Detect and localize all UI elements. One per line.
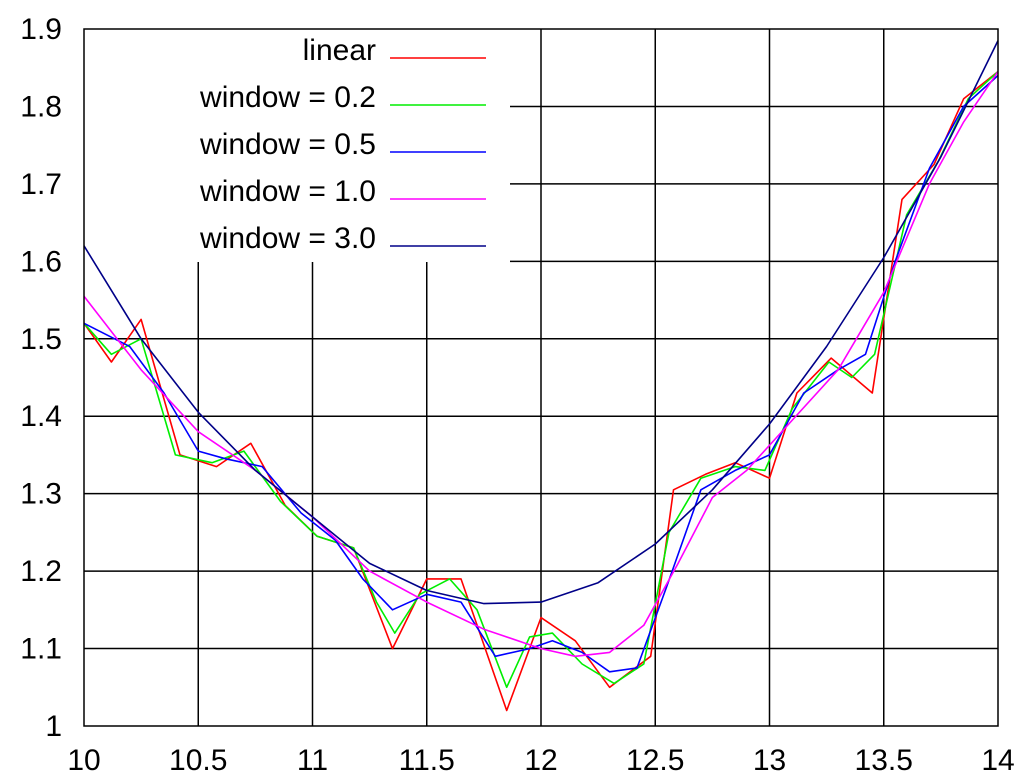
y-tick-label: 1.3: [20, 478, 62, 511]
y-axis-ticks: 1 1.1 1.2 1.3 1.4 1.5 1.6 1.7 1.8 1.9: [20, 13, 62, 743]
y-tick-label: 1: [45, 710, 62, 743]
x-tick-label: 12.5: [626, 744, 684, 777]
plot-frame: [83, 28, 999, 727]
x-tick-label: 13: [753, 744, 786, 777]
y-tick-label: 1.6: [20, 245, 62, 278]
legend-label-4: window = 3.0: [199, 222, 376, 255]
x-axis-ticks: 10 10.5 11 11.5 12 12.5 13 13.5 14: [67, 744, 1014, 777]
x-tick-label: 11.5: [399, 744, 455, 777]
series-layer: [83, 40, 999, 712]
y-tick-label: 1.5: [20, 323, 62, 356]
y-tick-label: 1.7: [20, 168, 62, 201]
y-tick-label: 1.4: [20, 400, 62, 433]
legend-label-1: window = 0.2: [199, 81, 376, 114]
x-tick-label: 11: [297, 744, 328, 777]
legend-label-2: window = 0.5: [199, 128, 376, 161]
y-tick-label: 1.2: [20, 555, 62, 588]
y-tick-label: 1.1: [20, 633, 62, 666]
grid: [84, 29, 998, 726]
series-line-1: [83, 71, 999, 689]
y-tick-label: 1.8: [20, 90, 62, 123]
x-tick-label: 12: [524, 744, 557, 777]
x-tick-label: 14: [981, 744, 1014, 777]
legend-label-0: linear: [303, 34, 376, 67]
y-tick-label: 1.9: [20, 13, 62, 46]
legend-label-3: window = 1.0: [199, 175, 376, 208]
x-tick-label: 10.5: [169, 744, 227, 777]
legend: linear window = 0.2 window = 0.5 window = 1…: [199, 34, 486, 255]
x-tick-label: 10: [67, 744, 100, 777]
x-tick-label: 13.5: [855, 744, 913, 777]
series-line-4: [83, 40, 999, 605]
